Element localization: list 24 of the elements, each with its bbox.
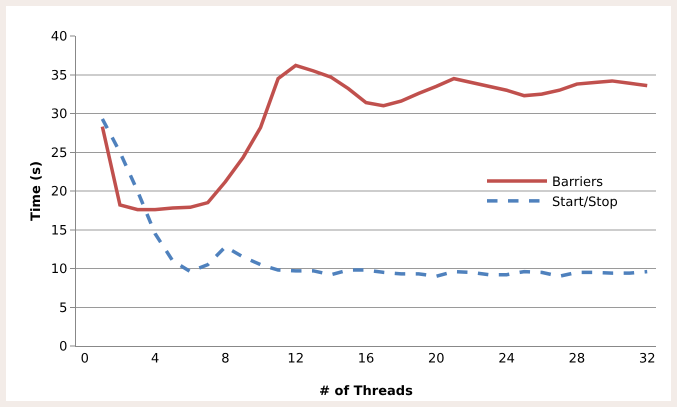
x-tick-label: 20 — [428, 352, 445, 367]
y-tick-label: 25 — [50, 146, 68, 161]
y-tick-label: 40 — [50, 30, 68, 45]
x-tick-label: 8 — [221, 352, 230, 367]
y-tick-label: 20 — [50, 184, 68, 200]
x-tick-label: 0 — [80, 352, 89, 367]
y-tick-label: 5 — [59, 300, 68, 316]
x-tick-label: 32 — [638, 352, 656, 367]
line-series — [100, 117, 649, 278]
y-tick-label: 30 — [50, 107, 68, 122]
x-tick-label: 12 — [287, 352, 304, 367]
legend-label: Barriers — [552, 175, 604, 190]
y-axis-title: Time (s) — [29, 161, 44, 221]
x-axis-title: # of Threads — [319, 384, 414, 399]
x-tick-label: 16 — [358, 352, 374, 367]
y-tick-label: 10 — [50, 262, 68, 278]
legend-label: Start/Stop — [552, 194, 618, 210]
x-tick-label: 24 — [498, 352, 515, 367]
y-tick-label: 0 — [59, 340, 68, 355]
y-tick-label: 15 — [50, 223, 68, 238]
y-tick-label: 35 — [50, 68, 68, 84]
line-series — [100, 64, 649, 212]
x-tick-label: 28 — [568, 352, 586, 367]
x-tick-label: 4 — [150, 352, 160, 367]
